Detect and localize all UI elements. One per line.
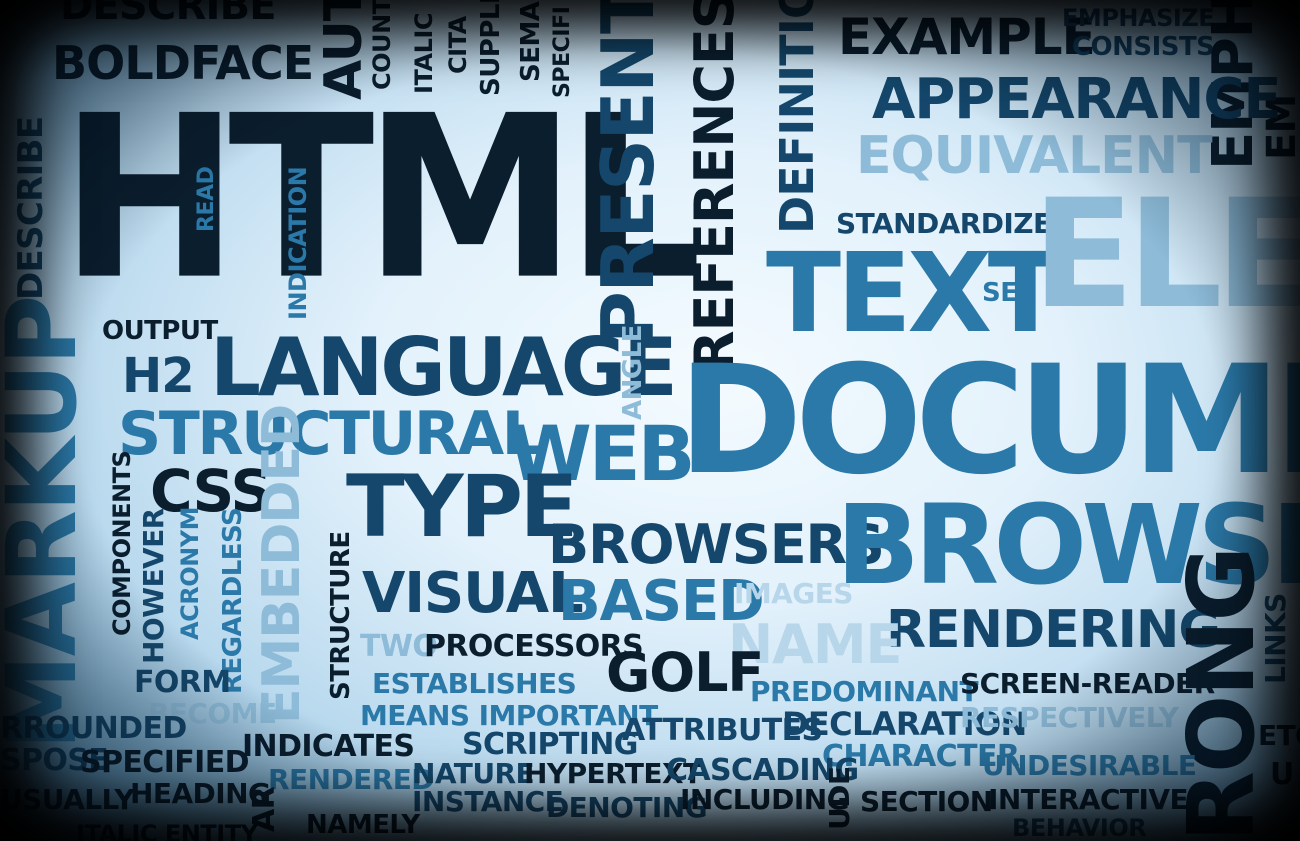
word-angle: ANGLE <box>618 325 648 420</box>
word-output: OUTPUT <box>102 316 218 346</box>
word-rrounded: RROUNDED <box>0 711 187 746</box>
word-u: U <box>1270 757 1294 792</box>
word-structural: STRUCTURAL <box>118 399 540 469</box>
word-indicates: INDICATES <box>242 729 415 764</box>
word-see: SEE <box>982 278 1035 308</box>
word-document: DOCUMEN <box>678 334 1300 508</box>
word-language: LANGUAGE <box>210 321 678 414</box>
word-form: FORM <box>134 665 231 700</box>
word-visual: VISUAL <box>362 561 584 626</box>
word-italic: ITALIC <box>410 13 438 94</box>
word-etc: ETC <box>1258 719 1300 752</box>
word-nature: NATURE <box>412 757 535 790</box>
word-indication: INDICATION <box>284 166 312 320</box>
word-type: TYPE <box>346 457 578 557</box>
word-specifi: SPECIFI <box>550 6 575 98</box>
word-example: EXAMPLE <box>838 8 1096 66</box>
word-namely: NAMELY <box>306 810 420 840</box>
word-specified: SPECIFIED <box>80 745 250 780</box>
word-markup: MARKUP <box>0 296 98 750</box>
word-scripting: SCRIPTING <box>462 727 638 762</box>
word-consists: CONSISTS <box>1072 32 1215 62</box>
word-sema: SEMA <box>516 1 546 82</box>
word-structure: STRUCTURE <box>326 531 356 700</box>
word-golf: GOLF <box>606 641 764 704</box>
word-acronym: ACRONYM <box>176 506 204 640</box>
word-respectively: RESPECTIVELY <box>960 701 1179 734</box>
word-means-important: MEANS IMPORTANT <box>360 699 658 732</box>
word-describe-top: DESCRIBE <box>60 0 277 29</box>
word-screen-reader: SCREEN-READER <box>960 667 1215 700</box>
word-instance: INSTANCE <box>412 785 564 818</box>
word-count: COUNT <box>368 0 396 90</box>
word-however: HOWEVER <box>137 508 170 664</box>
word-establishes: ESTABLISHES <box>372 667 577 700</box>
word-references: REFERENCES <box>683 0 746 372</box>
word-aut: AUT <box>314 0 374 100</box>
word-definitio: DEFINITIO <box>770 0 824 234</box>
word-present: PRESENT <box>586 0 670 344</box>
word-section: SECTION <box>860 785 993 818</box>
word-emphasize: EMPHASIZE <box>1062 4 1215 32</box>
word-interactive: INTERACTIVE <box>988 783 1189 816</box>
word-links: LINKS <box>1259 593 1292 684</box>
word-elem: ELEM <box>1032 168 1300 342</box>
word-usually: USUALLY <box>0 783 135 816</box>
word-supple: SUPPLE <box>476 0 506 96</box>
word-ude: UDE <box>823 766 856 830</box>
word-cita: CITA <box>444 16 472 74</box>
word-behavior: BEHAVIOR <box>1012 814 1147 841</box>
word-undesirable: UNDESIRABLE <box>982 749 1197 782</box>
word-read: READ <box>194 166 219 233</box>
word-components: COMPONENTS <box>108 450 136 636</box>
word-rendered: RENDERED <box>268 763 435 796</box>
word-embedded: EMBEDDED <box>252 404 312 724</box>
word-predominant: PREDOMINANT <box>750 675 979 708</box>
word-h2: H2 <box>122 348 195 404</box>
word-appearance: APPEARANCE <box>872 67 1282 132</box>
word-describe-side: DESCRIBE <box>11 116 51 300</box>
word-images: IMAGES <box>734 577 853 610</box>
word-browsers: BROWSERS <box>548 513 885 576</box>
word-italic-entity: ITALIC ENTITY <box>76 820 258 841</box>
